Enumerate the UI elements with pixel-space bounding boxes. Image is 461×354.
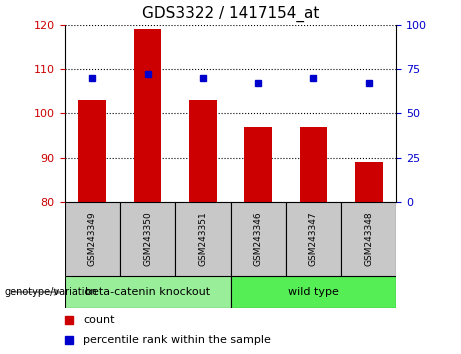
Bar — [175, 202, 230, 276]
Bar — [65, 276, 230, 308]
Bar — [341, 202, 396, 276]
Bar — [120, 202, 175, 276]
Text: GSM243346: GSM243346 — [254, 212, 263, 266]
Bar — [230, 276, 396, 308]
Bar — [78, 100, 106, 202]
Text: count: count — [83, 315, 114, 325]
Text: GSM243349: GSM243349 — [88, 212, 97, 266]
Bar — [300, 126, 327, 202]
Text: genotype/variation: genotype/variation — [5, 287, 97, 297]
Text: GSM243347: GSM243347 — [309, 212, 318, 266]
Text: wild type: wild type — [288, 287, 339, 297]
Text: GSM243350: GSM243350 — [143, 212, 152, 266]
Title: GDS3322 / 1417154_at: GDS3322 / 1417154_at — [142, 6, 319, 22]
Text: percentile rank within the sample: percentile rank within the sample — [83, 335, 271, 345]
Text: GSM243348: GSM243348 — [364, 212, 373, 266]
Bar — [286, 202, 341, 276]
Bar — [230, 202, 286, 276]
Bar — [355, 162, 383, 202]
Bar — [65, 202, 120, 276]
Text: beta-catenin knockout: beta-catenin knockout — [85, 287, 210, 297]
Bar — [244, 126, 272, 202]
Bar — [189, 100, 217, 202]
Bar — [134, 29, 161, 202]
Text: GSM243351: GSM243351 — [198, 212, 207, 266]
